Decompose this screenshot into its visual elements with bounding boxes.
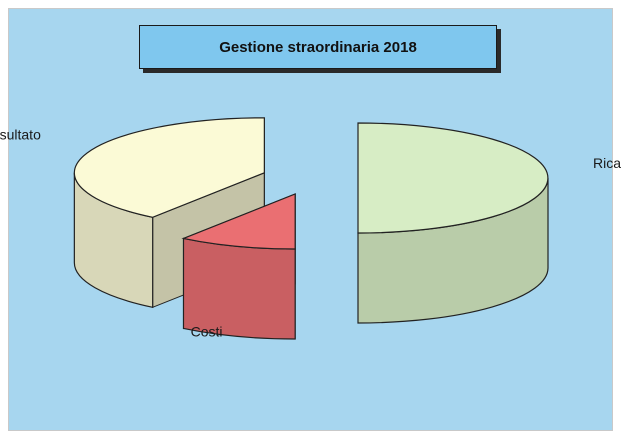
slice-label-risultato: Risultato — [0, 127, 41, 143]
slice-top — [357, 122, 549, 234]
slice-label-ricavi: Ricavi — [593, 155, 621, 171]
slice-top — [181, 193, 296, 250]
slice-label-costi: Costi — [191, 323, 223, 339]
slice-top — [73, 117, 265, 218]
slice-ricavi — [357, 122, 549, 324]
slices-layer — [73, 117, 549, 340]
slice-costi — [181, 193, 296, 340]
chart-title: Gestione straordinaria 2018 — [139, 25, 497, 69]
labels-layer: Ricavi Costi Risultato — [0, 127, 621, 340]
